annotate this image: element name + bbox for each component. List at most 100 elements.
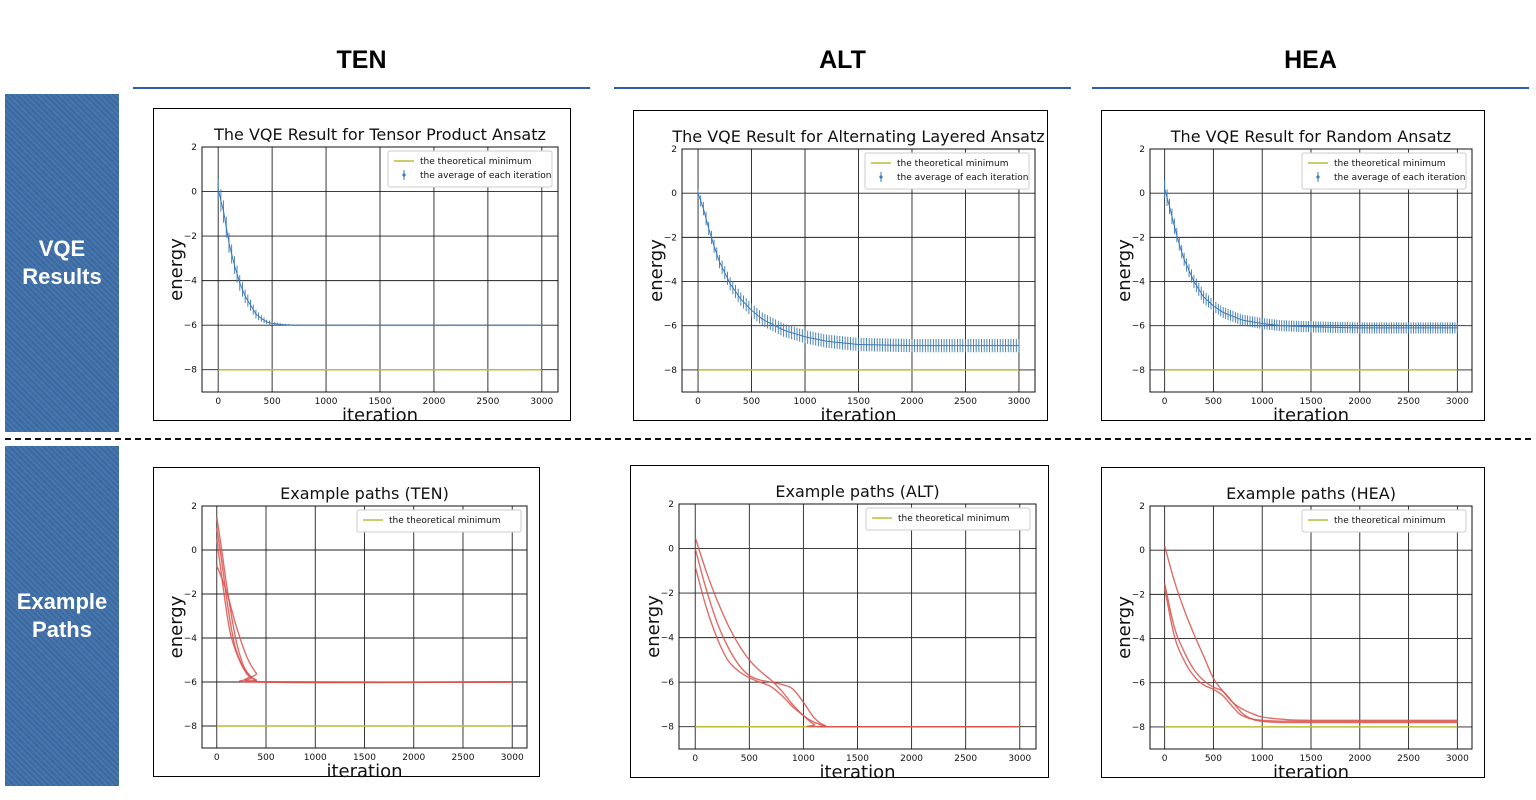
legend-label: the theoretical minimum (389, 516, 501, 526)
x-tick-label: 500 (741, 754, 758, 764)
column-underline-alt (614, 87, 1071, 89)
x-tick-label: 0 (695, 397, 701, 407)
x-axis-label: iteration (820, 405, 896, 422)
legend-label: the theoretical minimum (1334, 516, 1446, 526)
chart-panel-hea-vqe: The VQE Result for Random Ansatz 0 500 1000… (1101, 110, 1485, 422)
x-tick-label: 1000 (1251, 754, 1274, 764)
column-header-hea: HEA (1284, 46, 1337, 74)
legend-swatch-marker (879, 175, 883, 179)
x-tick-label: 500 (257, 753, 274, 763)
y-tick-label: 0 (668, 545, 674, 555)
chart-hea-vqe: The VQE Result for Random Ansatz 0 500 1000… (1114, 127, 1473, 422)
x-tick-label: 0 (214, 753, 220, 763)
y-tick-label: −6 (184, 678, 198, 688)
y-tick-label: −6 (1132, 322, 1146, 332)
x-tick-label: 500 (264, 397, 281, 407)
x-axis-label: iteration (342, 405, 418, 422)
x-axis-label: iteration (326, 761, 402, 778)
x-tick-label: 500 (1205, 397, 1222, 407)
plot-frame (681, 148, 1036, 393)
y-tick-label: −2 (184, 590, 197, 600)
y-tick-label: −2 (1132, 590, 1145, 600)
legend-swatch-marker (402, 173, 406, 177)
chart-ten-vqe: The VQE Result for Tensor Product Ansatz… (166, 125, 559, 422)
y-tick-label: −6 (1132, 679, 1146, 689)
x-tick-label: 500 (743, 397, 760, 407)
chart-panel-hea-paths: Example paths (HEA) 0 500 1000 1500 2000 2500 3… (1101, 467, 1485, 779)
chart-hea-paths: Example paths (HEA) 0 500 1000 1500 2000 2500 3… (1114, 484, 1473, 779)
x-tick-label: 2000 (422, 397, 445, 407)
y-tick-label: −4 (184, 634, 198, 644)
x-tick-label: 2000 (1348, 754, 1371, 764)
example-path (216, 565, 513, 684)
legend-label: the theoretical minimum (1334, 159, 1446, 169)
legend: the theoretical minimum the average of ea… (1301, 152, 1467, 190)
legend-box (356, 509, 522, 533)
example-path (1163, 587, 1458, 723)
plot-frame (201, 505, 528, 749)
y-tick-label: 2 (668, 500, 674, 510)
y-axis-label: energy (1114, 596, 1135, 659)
legend-label: the average of each iteration (420, 171, 551, 181)
y-tick-label: 0 (1139, 189, 1145, 199)
x-tick-label: 1500 (846, 754, 869, 764)
x-axis-label: iteration (1273, 405, 1349, 422)
legend-label: the average of each iteration (1334, 173, 1465, 183)
x-tick-label: 500 (1205, 754, 1222, 764)
y-tick-label: −8 (184, 366, 198, 376)
x-tick-label: 2500 (1397, 397, 1420, 407)
plot-frame (678, 503, 1037, 750)
chart-title: The VQE Result for Random Ansatz (1170, 127, 1451, 146)
row-label-vqe-results: VQE Results (5, 94, 119, 432)
y-tick-label: 2 (1139, 145, 1145, 155)
y-tick-label: −4 (661, 634, 675, 644)
y-tick-label: −8 (664, 366, 678, 376)
plot-frame (1149, 505, 1473, 750)
legend-swatch-marker (1316, 175, 1320, 179)
y-tick-label: 0 (191, 188, 197, 198)
y-tick-label: −6 (661, 678, 675, 688)
legend-label: the theoretical minimum (898, 514, 1010, 524)
average-series (697, 188, 1020, 353)
y-axis-label: energy (643, 595, 664, 658)
x-tick-label: 1000 (304, 753, 327, 763)
x-tick-label: 1500 (1300, 397, 1323, 407)
example-path (1163, 583, 1458, 724)
plot-frame (201, 146, 559, 393)
y-tick-label: −8 (1132, 723, 1146, 733)
y-tick-label: −8 (1132, 366, 1146, 376)
y-tick-label: −2 (184, 232, 197, 242)
x-tick-label: 2000 (900, 754, 923, 764)
row-label-example-paths: Example Paths (5, 446, 119, 786)
x-tick-label: 3000 (530, 397, 553, 407)
x-tick-label: 1500 (847, 397, 870, 407)
y-tick-label: 2 (191, 143, 197, 153)
y-tick-label: 0 (1139, 546, 1145, 556)
x-tick-label: 3000 (1008, 397, 1031, 407)
column-underline-ten (133, 87, 590, 89)
chart-panel-ten-vqe: The VQE Result for Tensor Product Ansatz… (153, 108, 571, 422)
legend: the theoretical minimum the average of ea… (387, 150, 553, 188)
legend-box (1301, 509, 1467, 533)
x-tick-label: 1000 (315, 397, 338, 407)
y-tick-label: −4 (664, 278, 678, 288)
y-tick-label: −4 (1132, 278, 1146, 288)
y-tick-label: −2 (1132, 233, 1145, 243)
legend: the theoretical minimum the average of ea… (864, 152, 1030, 190)
x-tick-label: 2000 (1348, 397, 1371, 407)
y-tick-label: −2 (664, 233, 677, 243)
x-tick-label: 0 (1162, 397, 1168, 407)
y-tick-label: −4 (184, 277, 198, 287)
legend-box (1301, 152, 1467, 190)
x-tick-label: 2500 (1397, 754, 1420, 764)
chart-title: Example paths (HEA) (1226, 484, 1396, 503)
chart-panel-ten-paths: Example paths (TEN) 0 500 1000 1500 2000 2500 3… (153, 467, 540, 778)
y-tick-label: 2 (1139, 502, 1145, 512)
row-label-vqe-results-text: VQE Results (22, 236, 102, 289)
x-tick-label: 0 (1162, 754, 1168, 764)
chart-ten-paths: Example paths (TEN) 0 500 1000 1500 2000 2500 3… (166, 484, 528, 778)
x-axis-label: iteration (819, 762, 895, 779)
x-tick-label: 2500 (452, 753, 475, 763)
y-tick-label: −6 (664, 322, 678, 332)
chart-title: Example paths (ALT) (775, 482, 939, 501)
